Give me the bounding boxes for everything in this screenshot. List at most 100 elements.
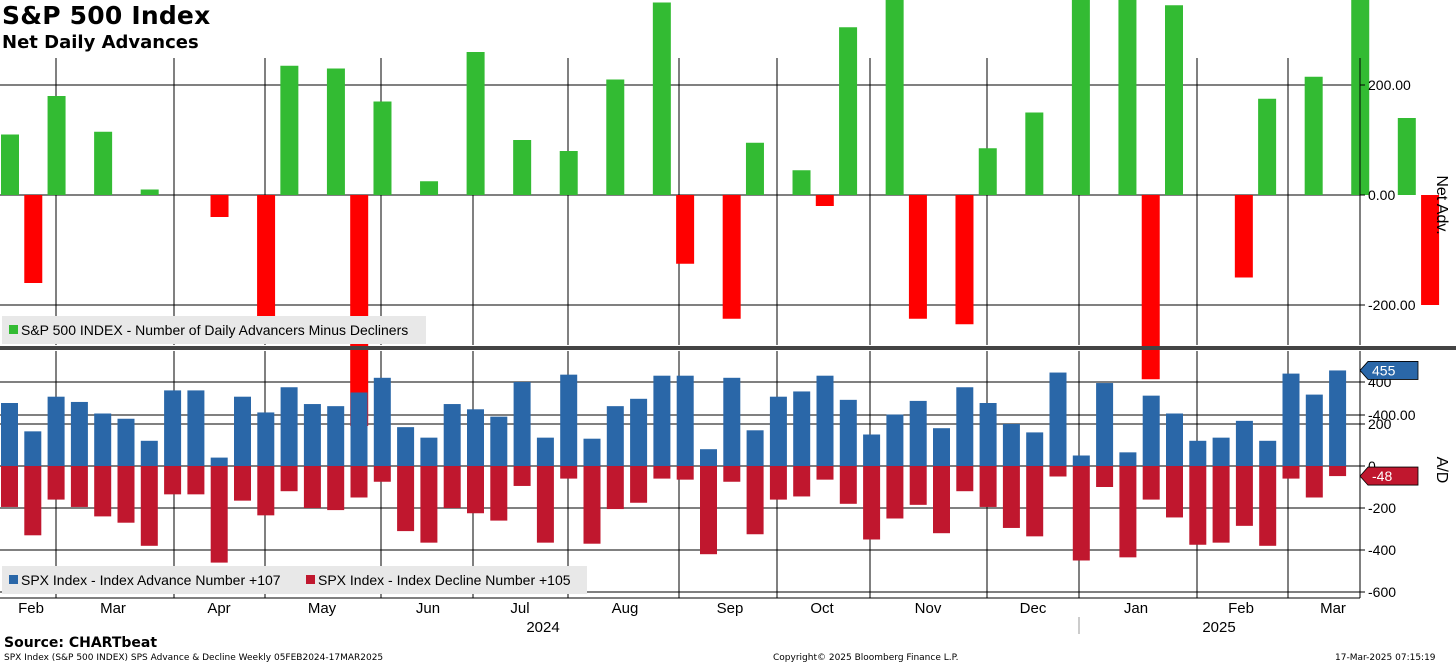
advance-bar [1166,413,1183,466]
decline-bar [630,466,648,503]
advance-bar [839,399,857,466]
top-axis-title: Net Adv. [1433,175,1450,234]
top-ytick-label: 0.00 [1368,187,1395,203]
x-month-label: Aug [612,600,639,617]
advance-bar [1282,373,1300,466]
net-adv-bar-positive [978,148,997,195]
advance-bar [1072,455,1090,466]
advance-bar [257,412,275,466]
x-month-label: Sep [717,600,744,617]
decline-bar [746,466,764,535]
decline-bar [653,466,671,479]
x-month-label: Nov [915,600,942,617]
decline-bar [1212,466,1230,543]
decline-bar [1049,466,1067,477]
net-adv-bar-negative [1141,195,1160,380]
chart-subtitle: Net Daily Advances [2,32,199,53]
advance-bar [676,375,694,466]
net-adv-bar-positive [1165,5,1183,195]
advance-bar [490,416,508,466]
advance-bar [1259,440,1277,466]
decline-bar [1,466,18,507]
net-adv-bar-positive [606,79,625,195]
advance-bar [723,377,741,466]
x-month-label: Jun [416,600,440,617]
x-year-label: 2025 [1202,619,1235,636]
decline-bar [303,466,321,508]
bottom-ytick-label: -600 [1368,584,1396,600]
advance-bar [606,406,624,466]
advance-bar [933,428,950,466]
decline-bar [956,466,974,492]
footer-copyright: Copyright© 2025 Bloomberg Finance L.P. [773,653,959,663]
advance-bar [210,457,228,466]
net-adv-bar-positive [94,131,113,195]
advance-bar [1119,452,1137,466]
net-adv-bar-negative [815,195,834,206]
decline-bar [1189,466,1207,545]
advance-bar [816,375,834,466]
advance-bar [117,418,135,466]
advance-bar [1235,420,1253,466]
net-adv-bar-positive [652,2,671,195]
net-adv-bar-negative [210,195,229,217]
decline-bar [257,466,275,516]
source-label: Source: CHARTbeat [4,635,158,651]
top-legend-bg [2,316,426,344]
top-legend-swatch [9,325,18,334]
advance-bar [164,390,182,466]
decline-bar [793,466,811,497]
decline-bar [140,466,158,546]
top-legend-label: S&P 500 INDEX - Number of Daily Advancer… [21,322,408,338]
decline-bar [373,466,391,482]
advance-bar [420,437,438,466]
decline-bar [909,466,927,505]
net-adv-bar-negative [676,195,695,264]
advance-bar [47,396,65,466]
advance-bar [1189,440,1207,466]
decline-bar [723,466,741,482]
advance-bar [909,400,927,466]
decline-bar [164,466,182,495]
advance-bar [24,431,42,466]
advance-bar [443,404,461,466]
decline-bar [606,466,624,510]
net-adv-bar-positive [559,151,578,195]
decline-bar [420,466,438,543]
net-adv-bar-positive [792,170,811,195]
advance-bar [769,396,787,466]
bottom-ytick-label: -200 [1368,500,1396,516]
net-adv-bar-positive [1258,98,1277,195]
advance-bar [327,406,345,466]
advance-bar [373,377,391,466]
advance-bar [630,398,648,466]
decline-bar [1096,466,1114,487]
advance-bar [583,438,601,466]
decline-bar [863,466,881,540]
decline-bar [117,466,135,523]
dec-legend-label: SPX Index - Index Decline Number +105 [318,572,571,588]
x-year-label: 2024 [526,619,559,636]
net-adv-bar-positive [513,140,532,195]
bottom-legend-bg [2,566,587,594]
net-adv-bar-positive [466,52,485,195]
net-adv-bar-positive [1,134,19,195]
decline-bar [94,466,112,517]
advance-bar [94,413,112,466]
net-adv-bar-negative [350,195,369,426]
decline-bar [1026,466,1044,537]
x-month-label: Jul [510,600,529,617]
advance-bar [793,391,811,466]
net-adv-bar-positive [373,101,392,195]
decline-bar [280,466,298,492]
decline-bar [467,466,484,514]
net-adv-bar-positive [420,181,439,195]
x-month-label: Dec [1020,600,1047,617]
decline-bar [560,466,578,479]
decline-bar [24,466,42,536]
advance-bar [1002,424,1020,466]
decline-bar [327,466,345,511]
decline-bar [1282,466,1300,479]
net-adv-bar-negative [908,195,927,319]
footer-timestamp: 17-Mar-2025 07:15:19 [1335,653,1436,663]
